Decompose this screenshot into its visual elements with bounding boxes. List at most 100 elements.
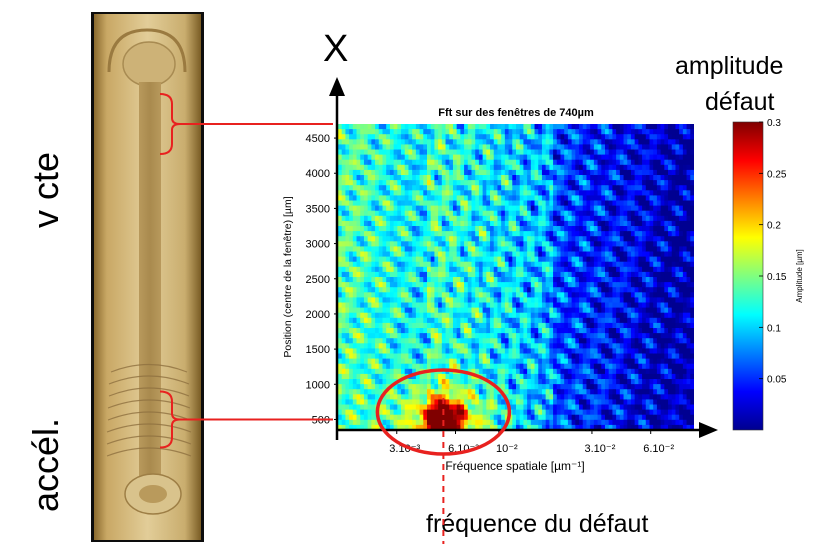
heatmap-cell: [452, 353, 458, 360]
heatmap-cell: [627, 424, 632, 430]
heatmap-cell: [575, 241, 580, 247]
heatmap-cell: [371, 256, 376, 263]
heatmap-cell: [523, 226, 528, 232]
heatmap-cell: [608, 312, 614, 319]
heatmap-cell: [460, 302, 465, 309]
heatmap-cell: [475, 205, 480, 212]
heatmap-cell: [367, 195, 372, 202]
heatmap-cell: [352, 282, 358, 288]
heatmap-cell: [389, 399, 395, 406]
heatmap-cell: [590, 129, 595, 135]
heatmap-cell: [345, 297, 350, 304]
heatmap-cell: [605, 282, 610, 288]
heatmap-cell: [375, 277, 380, 283]
heatmap-cell: [534, 394, 539, 400]
heatmap-cell: [349, 373, 354, 380]
heatmap-cell: [475, 246, 480, 253]
heatmap-cell: [523, 424, 528, 430]
heatmap-cell: [516, 358, 521, 365]
heatmap-cell: [352, 297, 358, 304]
heatmap-cell: [508, 424, 513, 430]
heatmap-cell: [367, 236, 372, 242]
heatmap-cell: [530, 159, 536, 166]
heatmap-cell: [345, 185, 350, 191]
heatmap-cell: [623, 159, 628, 166]
heatmap-cell: [427, 185, 432, 191]
heatmap-cell: [545, 144, 550, 151]
heatmap-cell: [519, 338, 525, 344]
heatmap-cell: [397, 384, 402, 390]
heatmap-cell: [478, 282, 484, 288]
heatmap-cell: [571, 215, 576, 222]
heatmap-cell: [634, 180, 639, 186]
heatmap-cell: [427, 353, 432, 360]
heatmap-cell: [478, 338, 484, 344]
heatmap-cell: [527, 241, 532, 247]
heatmap-cell: [630, 282, 636, 288]
heatmap-cell: [490, 348, 495, 355]
heatmap-cell: [349, 124, 354, 130]
heatmap-cell: [545, 205, 550, 212]
heatmap-cell: [471, 302, 476, 309]
heatmap-cell: [471, 159, 476, 166]
heatmap-cell: [449, 343, 454, 349]
heatmap-cell: [434, 149, 439, 156]
heatmap-cell: [382, 409, 387, 416]
heatmap-cell: [363, 175, 369, 181]
sample-photo: [91, 12, 204, 542]
heatmap-cell: [627, 338, 632, 344]
heatmap-cell: [638, 384, 643, 390]
heatmap-cell: [386, 215, 391, 222]
heatmap-cell: [475, 139, 480, 145]
heatmap-cell: [590, 358, 595, 365]
heatmap-cell: [475, 154, 480, 161]
heatmap-cell: [504, 266, 510, 273]
heatmap-cell: [478, 185, 484, 191]
heatmap-cell: [586, 149, 591, 156]
heatmap-cell: [508, 328, 513, 334]
heatmap-cell: [527, 419, 532, 426]
heatmap-cell: [401, 292, 406, 298]
heatmap-cell: [560, 159, 565, 166]
heatmap-cell: [397, 271, 402, 278]
heatmap-cell: [467, 379, 473, 385]
heatmap-cell: [415, 256, 421, 263]
heatmap-cell: [482, 368, 487, 375]
heatmap-cell: [464, 312, 469, 319]
heatmap-cell: [482, 159, 487, 166]
heatmap-cell: [352, 139, 358, 145]
heatmap-cell: [482, 256, 487, 263]
heatmap-cell: [519, 154, 525, 161]
heatmap-cell: [571, 220, 576, 227]
heatmap-cell: [575, 246, 580, 253]
heatmap-cell: [441, 231, 447, 237]
heatmap-cell: [423, 256, 428, 263]
heatmap-cell: [341, 246, 347, 253]
heatmap-cell: [445, 302, 450, 309]
heatmap-cell: [612, 333, 617, 339]
heatmap-cell: [345, 200, 350, 207]
heatmap-cell: [630, 358, 636, 365]
heatmap-cell: [438, 175, 443, 181]
heatmap-cell: [408, 144, 413, 151]
heatmap-cell: [482, 338, 487, 344]
heatmap-cell: [634, 144, 639, 151]
heatmap-cell: [478, 353, 484, 360]
heatmap-cell: [579, 338, 584, 344]
heatmap-cell: [586, 373, 591, 380]
heatmap-cell: [538, 343, 543, 349]
heatmap-cell: [367, 210, 372, 217]
heatmap-cell: [571, 404, 576, 411]
heatmap-cell: [397, 200, 402, 207]
heatmap-cell: [486, 404, 491, 411]
heatmap-cell: [441, 328, 447, 334]
heatmap-cell: [371, 236, 376, 242]
heatmap-cell: [564, 292, 569, 298]
heatmap-cell: [430, 307, 436, 314]
heatmap-cell: [597, 169, 602, 176]
heatmap-cell: [642, 302, 647, 309]
heatmap-cell: [356, 333, 361, 339]
heatmap-cell: [482, 271, 487, 278]
heatmap-cell: [638, 328, 643, 334]
heatmap-cell: [412, 384, 417, 390]
